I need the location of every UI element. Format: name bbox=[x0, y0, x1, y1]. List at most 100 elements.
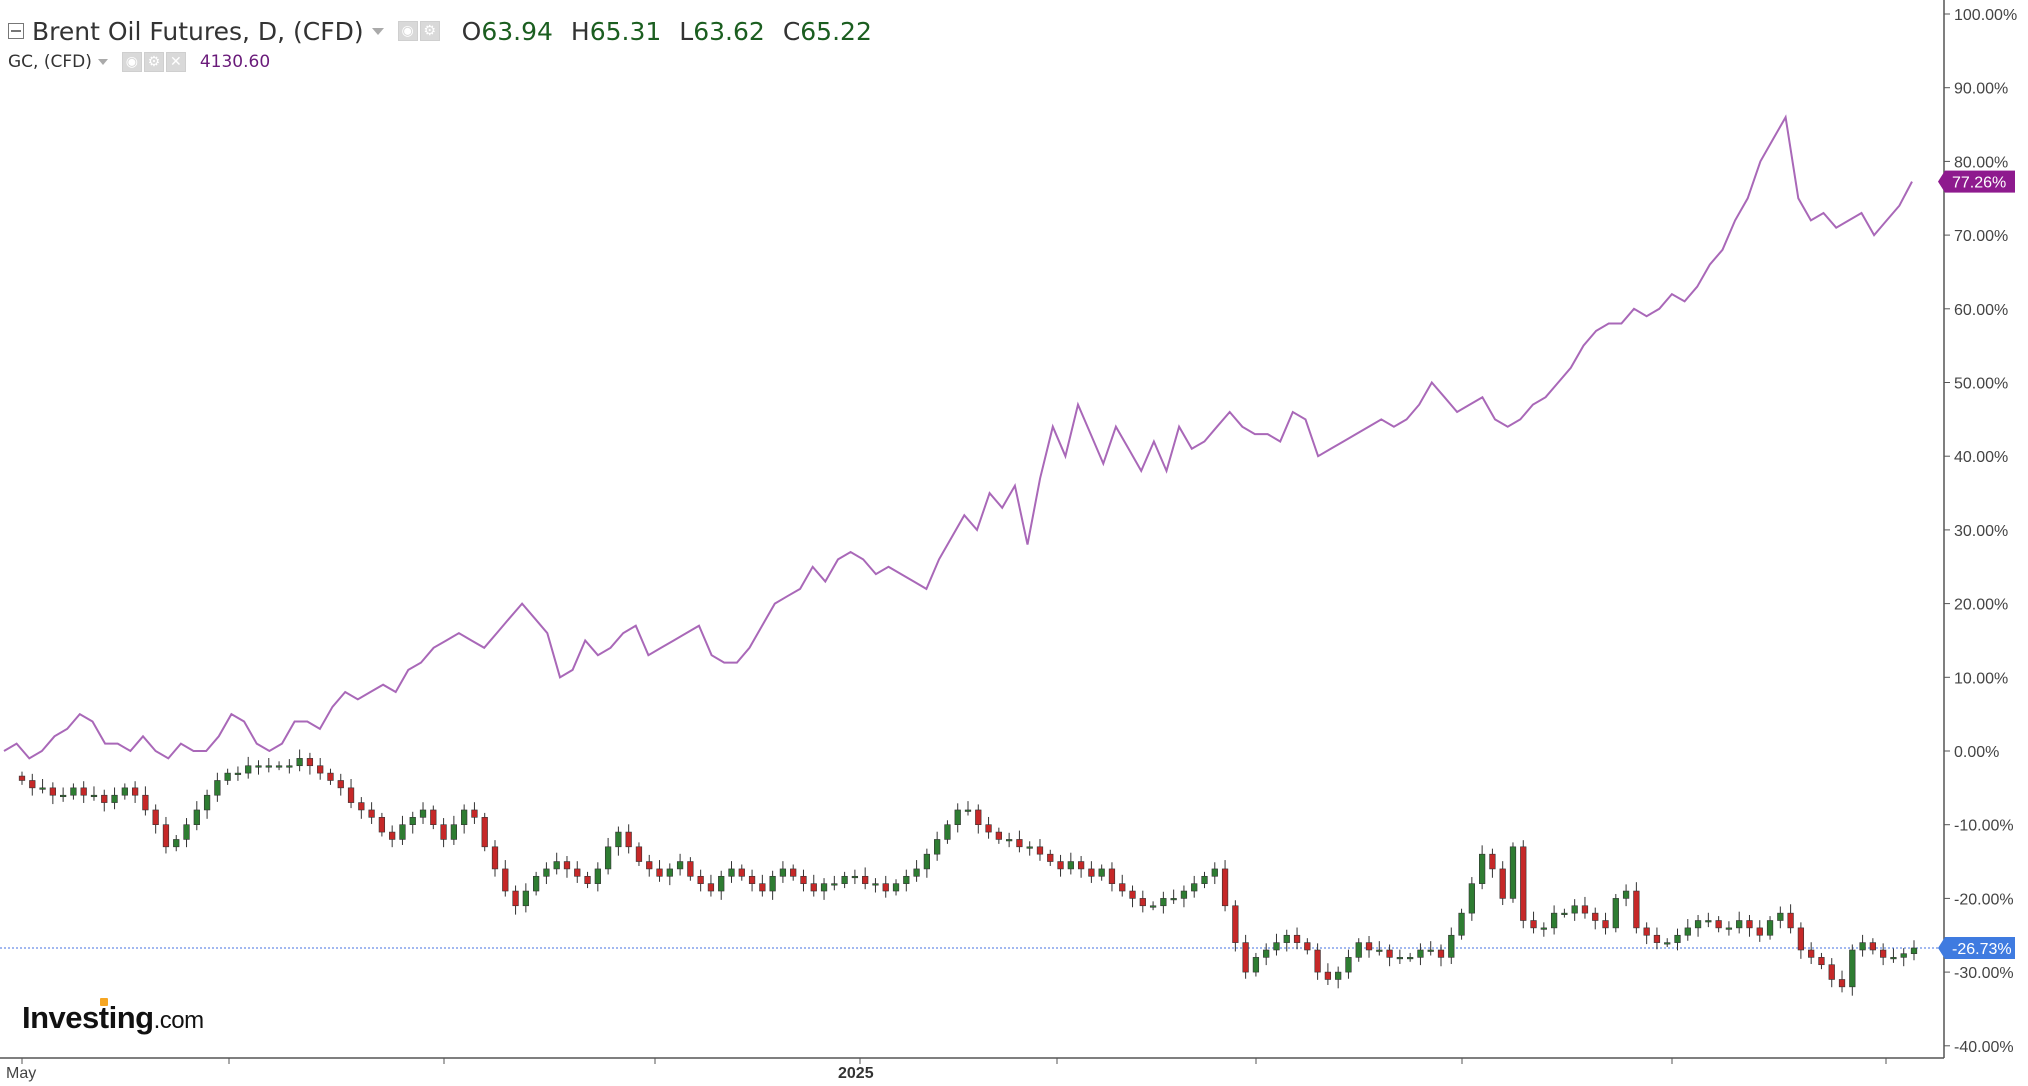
candle-body bbox=[1900, 953, 1907, 958]
candle-body bbox=[1890, 957, 1897, 960]
candle-body bbox=[1170, 898, 1177, 901]
candle-body bbox=[1828, 964, 1835, 980]
y-tick-label: 70.00% bbox=[1954, 228, 2008, 245]
candle-body bbox=[1129, 890, 1136, 899]
candle-body bbox=[1643, 927, 1650, 936]
y-axis: 100.00% 90.00% 80.00% 70.00% 60.00% 50.00% 40.… bbox=[1943, 0, 2017, 1058]
y-tick-label: -30.00% bbox=[1954, 965, 2014, 982]
candle-body bbox=[306, 758, 314, 767]
y-tick-label: -20.00% bbox=[1954, 891, 2014, 908]
candle-body bbox=[1664, 942, 1671, 945]
x-axis: May 2025 bbox=[0, 1057, 1944, 1082]
candle-body bbox=[1787, 912, 1794, 929]
candle-body bbox=[389, 831, 396, 840]
candle-body bbox=[738, 868, 745, 877]
y-tick-label: 20.00% bbox=[1954, 597, 2008, 614]
candle-body bbox=[440, 824, 447, 840]
candle-body bbox=[748, 875, 756, 884]
candle-body bbox=[1407, 957, 1414, 960]
candle-body bbox=[1859, 942, 1866, 951]
x-tick-label: May bbox=[6, 1065, 36, 1082]
caret-down-icon[interactable] bbox=[371, 27, 384, 35]
candle-body bbox=[1653, 934, 1661, 943]
candle-body bbox=[1622, 890, 1630, 899]
y-tick-label: 40.00% bbox=[1954, 449, 2008, 466]
y-tick-label: -10.00% bbox=[1954, 818, 2014, 835]
candle-body bbox=[1458, 912, 1465, 936]
candle-body bbox=[1263, 949, 1270, 958]
candle-body bbox=[697, 875, 704, 884]
candle-body bbox=[800, 875, 807, 884]
candle-body bbox=[1417, 949, 1424, 958]
candle-body bbox=[224, 772, 231, 781]
main-series-title[interactable]: Brent Oil Futures, D, (CFD) bbox=[32, 16, 364, 46]
candle-body bbox=[666, 868, 673, 877]
candle-body bbox=[1077, 861, 1085, 870]
candle-body bbox=[1088, 868, 1095, 877]
candle-body bbox=[430, 809, 437, 826]
candle-body bbox=[892, 883, 900, 892]
candle-body bbox=[1910, 947, 1918, 954]
candle-body bbox=[1777, 912, 1784, 921]
candle-body bbox=[1006, 839, 1013, 842]
brent-candlestick-series bbox=[18, 749, 1918, 996]
candle-body bbox=[1149, 905, 1157, 908]
candle-body bbox=[1797, 927, 1805, 951]
candle-body bbox=[533, 875, 540, 892]
gold-price-tag-bg bbox=[1945, 170, 2015, 193]
candle-body bbox=[1808, 949, 1815, 958]
collapse-icon[interactable] bbox=[8, 23, 24, 39]
candle-body bbox=[1221, 868, 1229, 907]
candle-body bbox=[1612, 898, 1619, 929]
eye-icon[interactable]: ◉ bbox=[121, 52, 142, 72]
candle-body bbox=[779, 868, 787, 877]
eye-icon[interactable]: ◉ bbox=[397, 21, 418, 41]
caret-down-icon[interactable] bbox=[97, 59, 108, 65]
brent-price-tag: -26.73% bbox=[1952, 941, 2012, 958]
candle-body bbox=[1427, 949, 1434, 952]
candle-body bbox=[553, 861, 560, 870]
logo-brand: Investing bbox=[22, 1000, 154, 1035]
y-tick-label: 90.00% bbox=[1954, 81, 2008, 98]
x-tick-label: 2025 bbox=[838, 1065, 874, 1082]
candle-body bbox=[1581, 905, 1589, 914]
candle-body bbox=[1026, 846, 1033, 849]
candle-body bbox=[29, 780, 36, 789]
candle-body bbox=[882, 883, 889, 892]
candle-body bbox=[1550, 912, 1558, 929]
candle-body bbox=[1705, 920, 1712, 923]
candle-body bbox=[1479, 853, 1486, 884]
candle-body bbox=[450, 824, 457, 840]
candle-body bbox=[1119, 883, 1126, 892]
candle-body bbox=[183, 824, 190, 840]
candle-body bbox=[121, 787, 128, 796]
candle-body bbox=[1242, 942, 1249, 973]
candle-body bbox=[1098, 868, 1105, 877]
candle-body bbox=[461, 809, 468, 826]
candle-body bbox=[1314, 949, 1321, 973]
chart-legend: Brent Oil Futures, D, (CFD) ◉ ⚙ O63.94 H… bbox=[8, 14, 872, 76]
compare-series-value: 4130.60 bbox=[199, 52, 271, 72]
compare-series-title[interactable]: GC, (CFD) bbox=[8, 52, 92, 72]
brent-price-tag-pointer bbox=[1938, 937, 1945, 960]
candle-body bbox=[234, 772, 242, 775]
candle-body bbox=[347, 787, 355, 803]
candle-body bbox=[1725, 927, 1733, 930]
candle-body bbox=[563, 861, 571, 870]
candle-body bbox=[1530, 920, 1537, 929]
gear-icon[interactable]: ⚙ bbox=[143, 52, 164, 72]
candle-body bbox=[903, 875, 910, 884]
candle-body bbox=[522, 890, 529, 907]
gear-icon[interactable]: ⚙ bbox=[419, 21, 440, 41]
candle-body bbox=[378, 817, 386, 833]
candle-body bbox=[687, 861, 694, 877]
close-icon[interactable]: ✕ bbox=[165, 52, 186, 72]
candle-body bbox=[1180, 890, 1188, 899]
candle-body bbox=[1448, 934, 1455, 958]
logo-suffix: .com bbox=[153, 1007, 205, 1034]
candle-body bbox=[594, 868, 601, 884]
y-tick-label: 50.00% bbox=[1954, 376, 2008, 393]
candle-body bbox=[1324, 971, 1332, 980]
candle-body bbox=[1345, 957, 1352, 973]
